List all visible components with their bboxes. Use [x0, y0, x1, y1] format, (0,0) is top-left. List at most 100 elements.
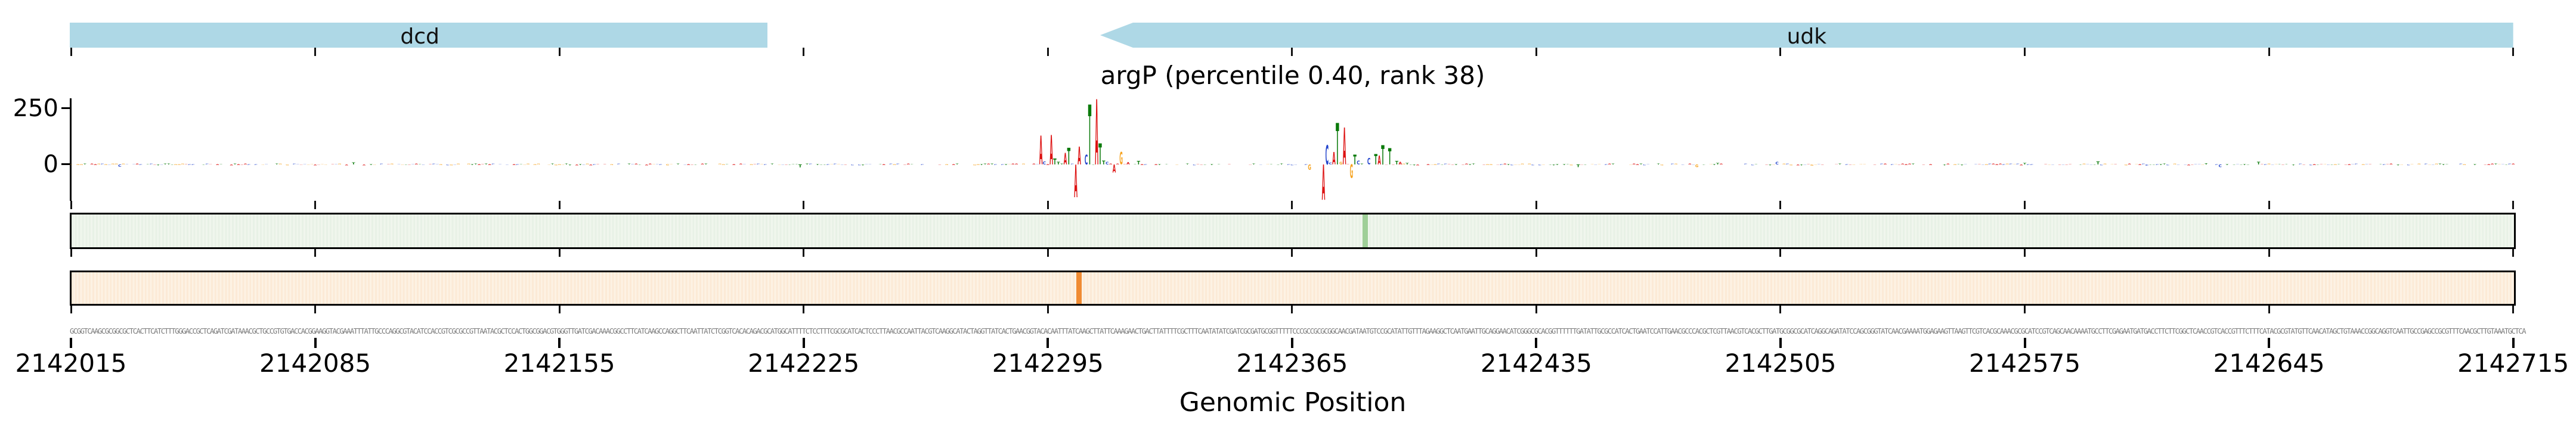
logo-letter-C: C [1786, 163, 1789, 164]
logo-letter-A: A [691, 164, 694, 166]
logo-letter-A: A [1039, 129, 1043, 175]
logo-letter-A: A [363, 164, 366, 166]
logo-letter-G: G [2400, 164, 2404, 165]
logo-letter-G: G [977, 164, 980, 166]
logo-letter-T: T [1469, 164, 1472, 166]
x-tick-mark [314, 306, 317, 313]
y-tick-0 [61, 163, 70, 165]
logo-letter-A: A [237, 164, 240, 166]
logo-letter-A: A [1929, 164, 1933, 166]
logo-letter-A: A [1462, 164, 1465, 165]
logo-letter-C: C [1605, 164, 1608, 166]
logo-letter-G: G [830, 164, 834, 165]
logo-letter-G: G [76, 164, 80, 166]
logo-letter-A: A [216, 164, 219, 166]
logo-letter-G: G [1433, 164, 1437, 166]
logo-letter-G: G [1590, 164, 1594, 165]
logo-letter-G: G [893, 164, 896, 166]
logo-letter-T: T [627, 163, 631, 164]
x-tick-mark [70, 306, 72, 313]
logo-letter-C: C [1671, 163, 1674, 164]
logo-letter-C: C [2016, 163, 2020, 164]
logo-letter-G: G [1402, 163, 1405, 164]
logo-letter-T: T [2093, 164, 2097, 165]
logo-letter-T: T [2205, 163, 2208, 164]
x-tick-label: 2142015 [15, 349, 127, 378]
logo-letter-G: G [1814, 164, 1818, 165]
logo-letter-A: A [1496, 164, 1500, 165]
x-tick-mark [2268, 48, 2270, 56]
logo-letter-C: C [2061, 164, 2065, 165]
logo-letter-T: T [1413, 164, 1416, 166]
x-tick-mark [1046, 306, 1049, 313]
logo-letter-T: T [1360, 163, 1364, 164]
logo-letter-T: T [1549, 164, 1552, 165]
x-tick-mark [558, 249, 561, 257]
x-tick-mark [1046, 201, 1049, 209]
x-tick-mark [1535, 306, 1537, 313]
logo-letter-T: T [1060, 164, 1064, 165]
logo-letter-C: C [2184, 164, 2187, 165]
logo-letter-C: C [1775, 161, 1779, 165]
logo-letter-A: A [1095, 82, 1098, 186]
logo-letter-T: T [2159, 164, 2163, 166]
logo-letter-A: A [785, 164, 788, 165]
logo-letter-G: G [2173, 163, 2176, 164]
logo-letter-G: G [122, 164, 125, 165]
logo-letter-T: T [1943, 164, 1946, 166]
logo-letter-T: T [1800, 164, 1803, 166]
logo-letter-A: A [1011, 163, 1015, 165]
logo-letter-T: T [2148, 164, 2152, 165]
logo-letter-A: A [1154, 164, 1158, 166]
logo-letter-G: G [722, 164, 725, 166]
logo-letter-T: T [485, 163, 488, 164]
logo-letter-A: A [345, 164, 348, 166]
logo-letter-C: C [1890, 164, 1894, 166]
x-tick-mark [70, 249, 72, 257]
logo-letter-T: T [990, 163, 994, 164]
y-tick-label-250: 250 [13, 95, 58, 122]
logo-letter-T: T [2163, 163, 2166, 164]
logo-letter-A: A [230, 164, 233, 166]
logo-letter-T: T [1838, 163, 1842, 165]
logo-letter-A: A [1999, 164, 2002, 165]
logo-letter-A: A [1901, 164, 1905, 165]
logo-letter-T: T [2023, 162, 2027, 165]
logo-letter-A: A [987, 164, 990, 165]
x-tick-mark [558, 201, 561, 209]
logo-letter-C: C [2327, 164, 2330, 165]
logo-letter-A: A [1820, 164, 1824, 165]
logo-letter-T: T [1280, 163, 1284, 164]
logo-letter-C: C [205, 163, 209, 164]
logo-letter-G: G [2334, 164, 2337, 166]
logo-letter-G: G [286, 164, 289, 166]
logo-letter-T: T [1353, 153, 1357, 169]
logo-letter-A: A [1078, 142, 1081, 171]
logo-letter-A: A [1849, 164, 1852, 165]
logo-letter-C: C [1085, 153, 1088, 169]
logo-letter-C: C [757, 164, 760, 165]
logo-letter-T: T [163, 163, 167, 164]
logo-letter-C: C [506, 164, 509, 165]
x-tick-label: 2142715 [2457, 349, 2569, 378]
logo-letter-A: A [1343, 119, 1346, 177]
logo-letter-T: T [798, 164, 802, 169]
logo-letter-G: G [1486, 164, 1490, 166]
logo-letter-A: A [2065, 164, 2069, 166]
logo-letter-G: G [945, 164, 949, 166]
logo-letter-C: C [1531, 164, 1535, 166]
logo-letter-T: T [1277, 164, 1280, 165]
x-tick-mark [1535, 48, 1537, 56]
logo-letter-T: T [676, 164, 680, 165]
logo-letter-C: C [826, 164, 830, 166]
logo-letter-T: T [1716, 162, 1720, 165]
logo-letter-T: T [2240, 164, 2243, 165]
logo-letter-C: C [858, 164, 862, 166]
logo-letter-A: A [1873, 164, 1877, 165]
logo-letter-G: G [104, 164, 108, 166]
logo-letter-A: A [1451, 164, 1454, 165]
x-tick-mark [1046, 249, 1049, 257]
logo-letter-G: G [181, 164, 184, 165]
logo-letter-G: G [2124, 164, 2128, 166]
logo-letter-A: A [2281, 164, 2285, 165]
